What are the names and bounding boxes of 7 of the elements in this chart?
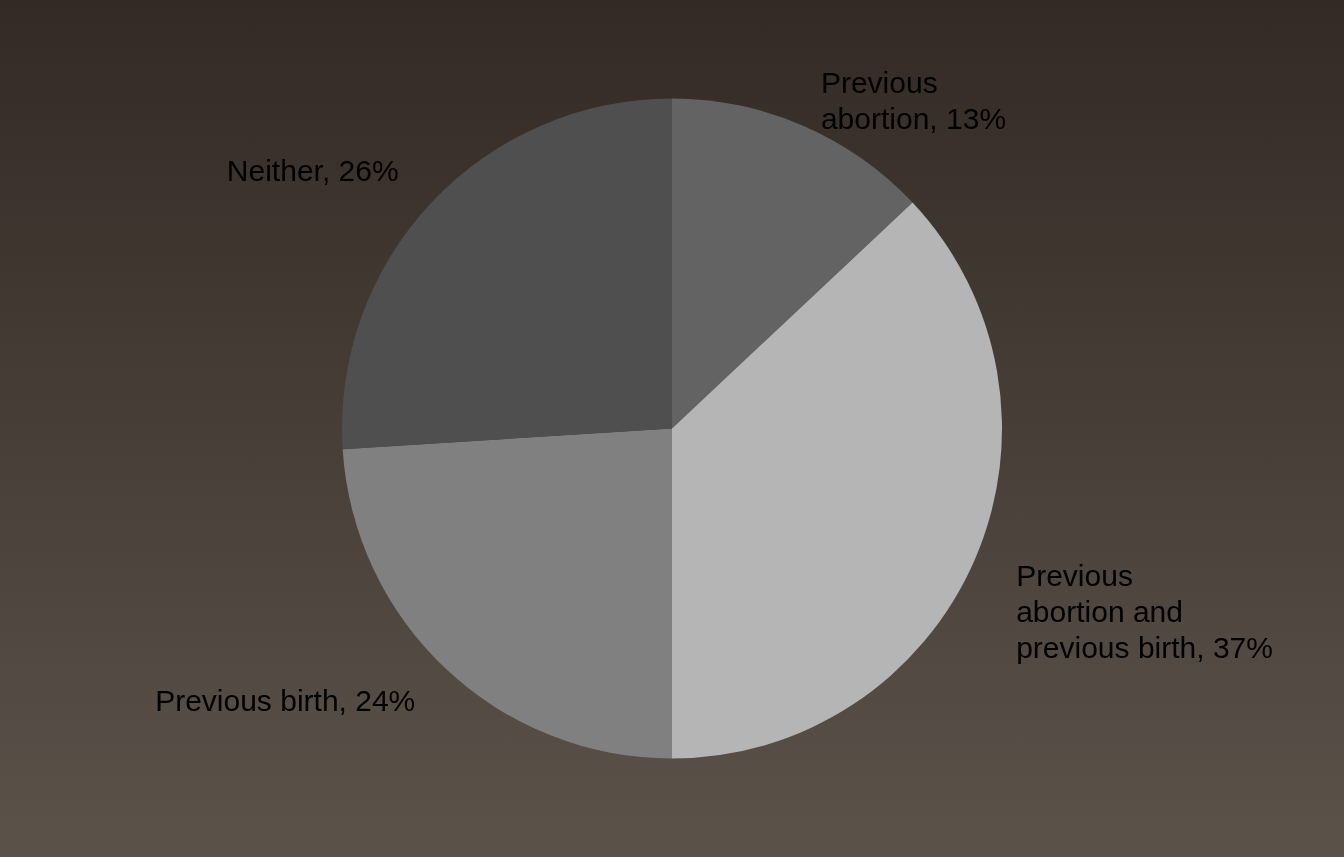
- pie-slice: [342, 98, 672, 450]
- pie-slice: [342, 428, 672, 759]
- slice-label: Previous birth, 24%: [155, 683, 416, 717]
- slice-label: Previous abortion and previous birth, 37%: [1016, 559, 1273, 665]
- slice-label: Previous abortion, 13%: [820, 66, 1007, 136]
- slice-label: Neither, 26%: [226, 153, 399, 187]
- pie-slice: [672, 202, 1002, 759]
